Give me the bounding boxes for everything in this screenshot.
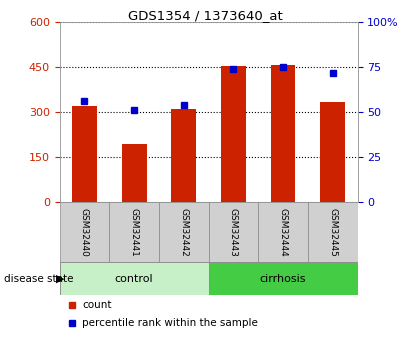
- Bar: [60, 262, 209, 295]
- Bar: [308, 202, 358, 262]
- Text: cirrhosis: cirrhosis: [260, 274, 306, 284]
- Bar: [208, 262, 358, 295]
- Bar: [109, 202, 159, 262]
- Bar: [122, 144, 146, 202]
- Text: GSM32444: GSM32444: [279, 208, 288, 256]
- Text: GSM32442: GSM32442: [179, 208, 188, 256]
- Text: GSM32441: GSM32441: [129, 208, 139, 256]
- Bar: [221, 66, 246, 202]
- Bar: [258, 202, 308, 262]
- Bar: [72, 106, 97, 202]
- Text: percentile rank within the sample: percentile rank within the sample: [82, 318, 258, 327]
- Bar: [171, 109, 196, 202]
- Bar: [208, 202, 258, 262]
- Text: GSM32445: GSM32445: [328, 208, 337, 256]
- Text: GSM32440: GSM32440: [80, 208, 89, 256]
- Text: GSM32443: GSM32443: [229, 208, 238, 256]
- Text: control: control: [115, 274, 153, 284]
- Bar: [320, 102, 345, 202]
- Bar: [60, 202, 109, 262]
- Text: disease state: disease state: [4, 274, 74, 284]
- Text: GDS1354 / 1373640_at: GDS1354 / 1373640_at: [128, 9, 283, 22]
- Text: ▶: ▶: [55, 274, 64, 284]
- Text: count: count: [82, 300, 112, 310]
- Bar: [271, 65, 296, 202]
- Bar: [159, 202, 208, 262]
